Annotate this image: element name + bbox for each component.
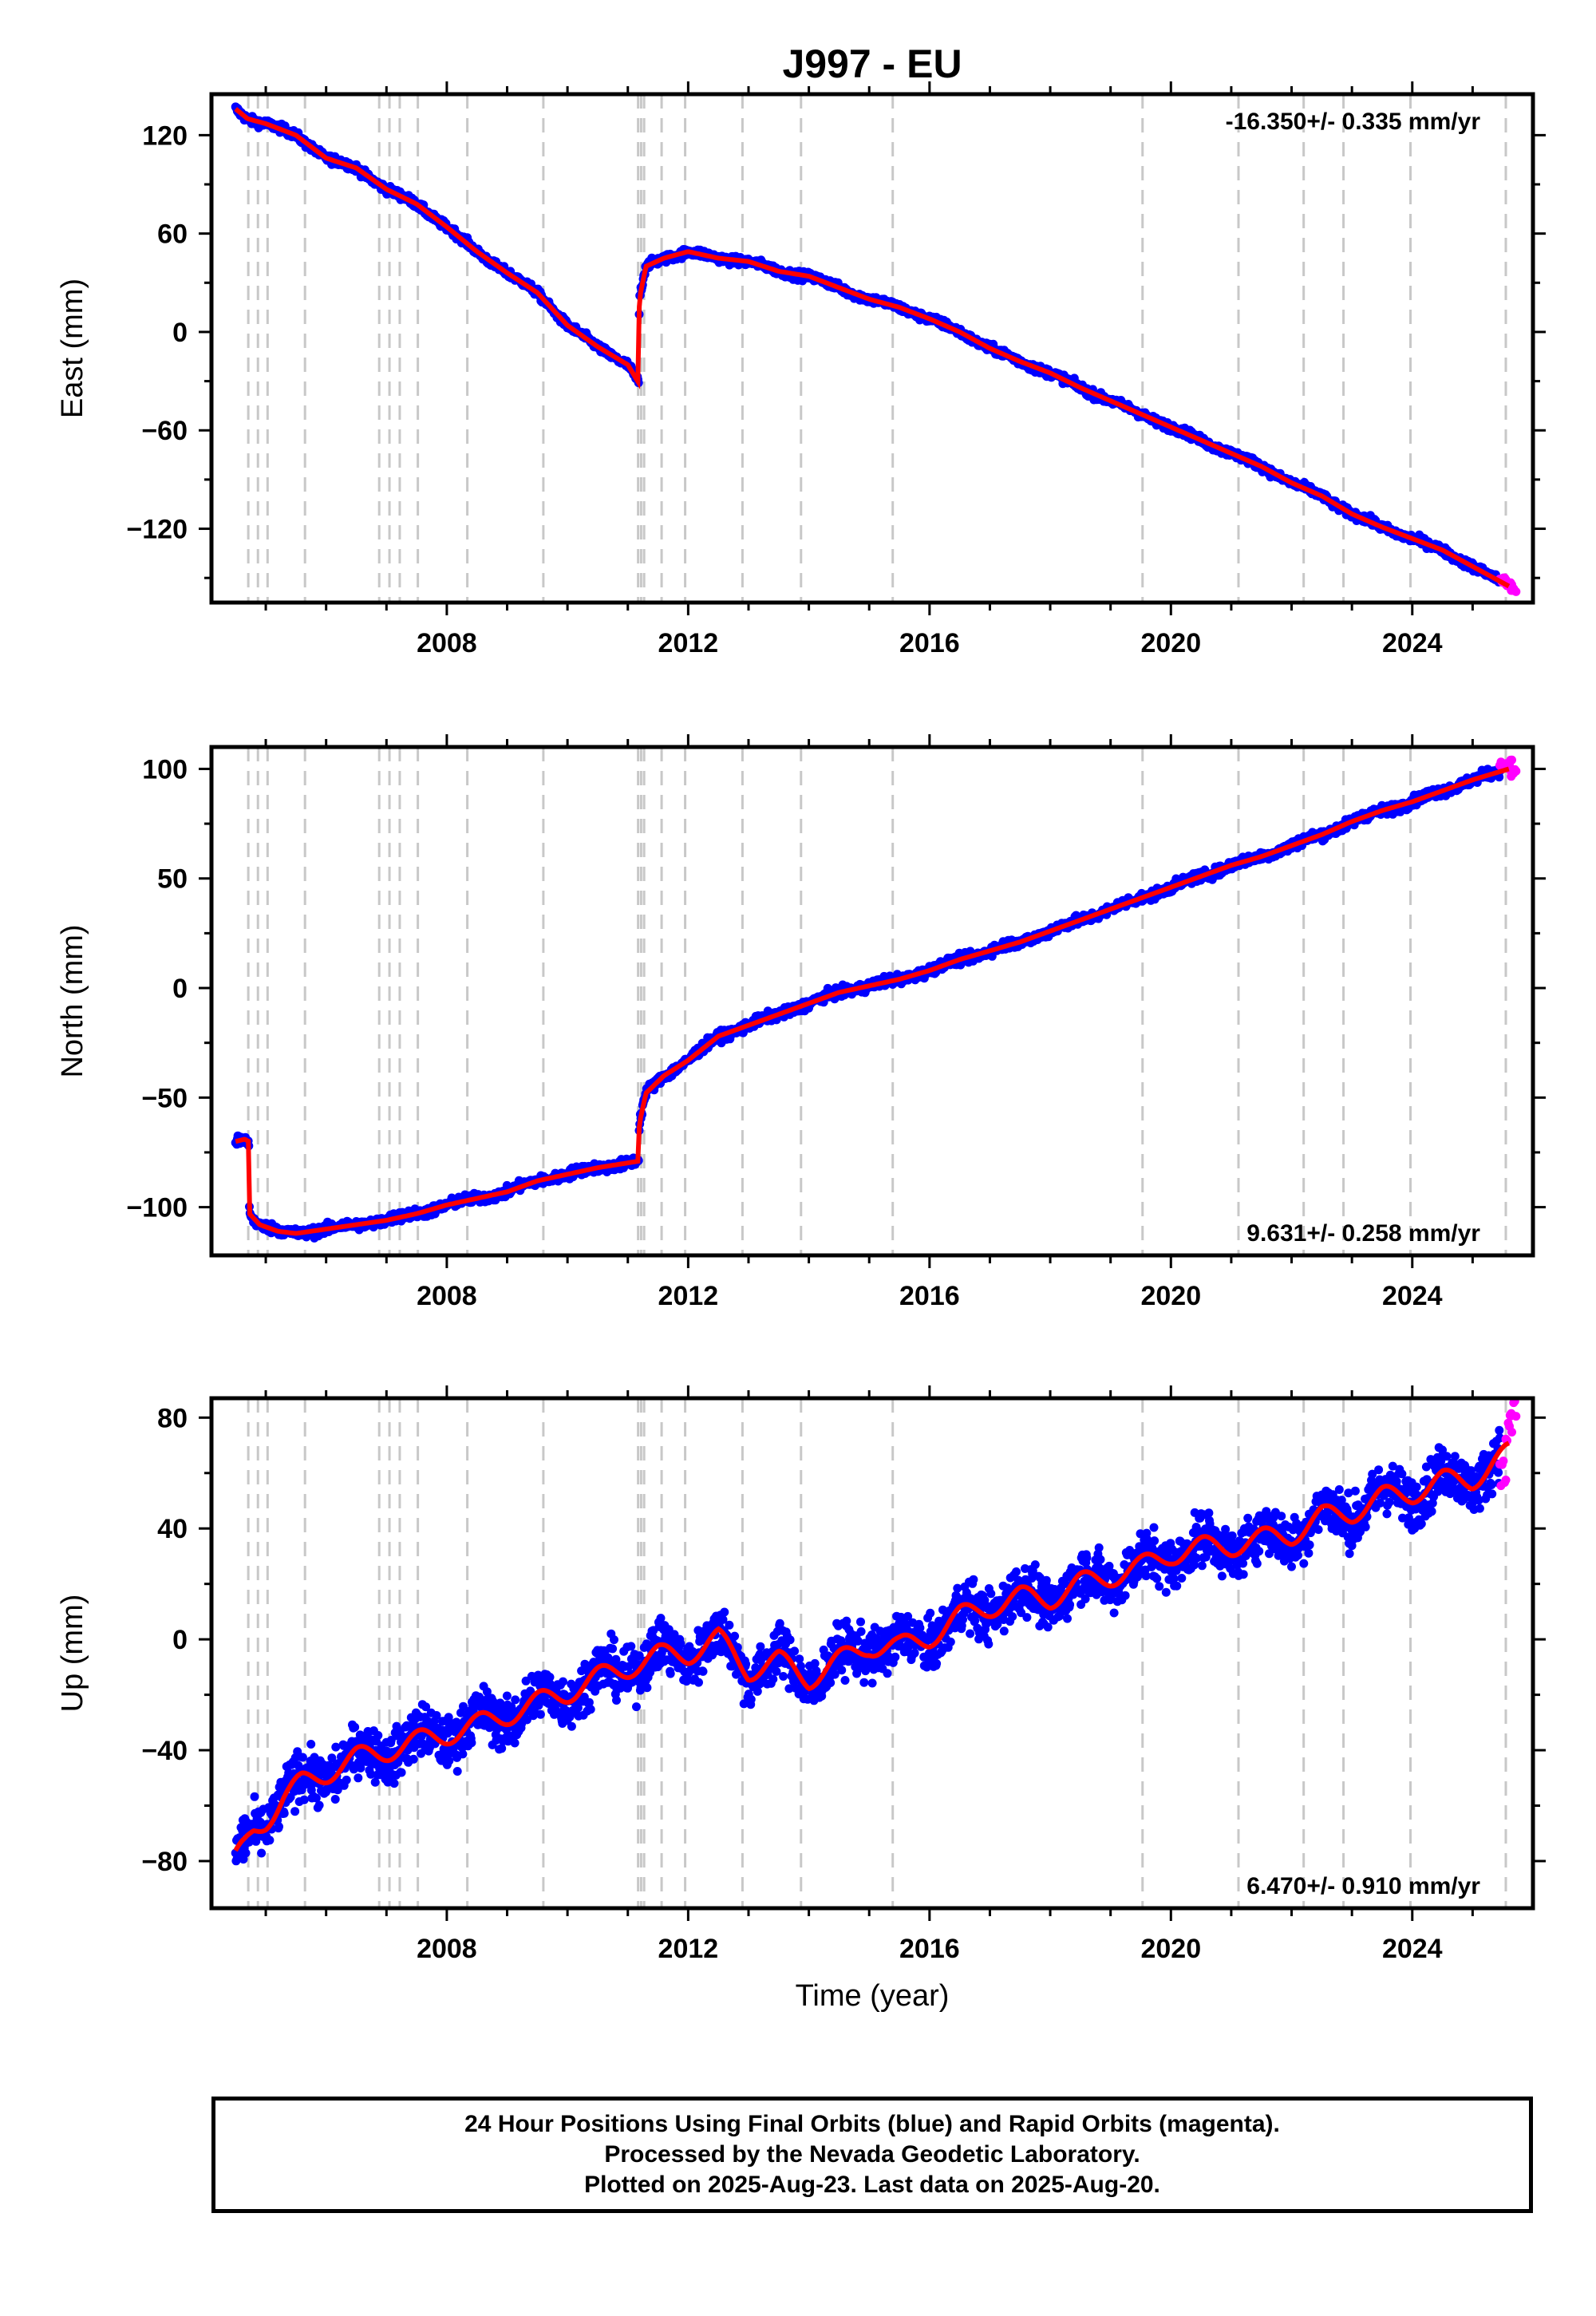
velocity-rate-label: 9.631+/- 0.258 mm/yr bbox=[1246, 1220, 1480, 1247]
velocity-rate-label: -16.350+/- 0.335 mm/yr bbox=[1226, 109, 1481, 135]
data-point bbox=[314, 1800, 324, 1810]
data-point bbox=[265, 1836, 275, 1845]
y-tick-label: 0 bbox=[172, 974, 188, 1004]
y-tick-label: −100 bbox=[126, 1193, 188, 1223]
data-point bbox=[342, 1775, 351, 1784]
y-axis-label: North (mm) bbox=[56, 924, 89, 1077]
data-point bbox=[354, 1773, 363, 1783]
panel-north: 2008 2012 2016 2020 2024 100 50 0 −50 −100 North (… bbox=[56, 734, 1546, 1311]
data-point bbox=[373, 1731, 383, 1740]
x-tick-label: 2024 bbox=[1382, 1281, 1443, 1311]
data-point bbox=[330, 1795, 340, 1804]
y-tick-label: −50 bbox=[141, 1083, 188, 1113]
chart-title: J997 - EU bbox=[782, 41, 962, 86]
rapid-point bbox=[1511, 766, 1521, 776]
y-tick-label: 50 bbox=[157, 864, 188, 895]
panel-frame bbox=[209, 92, 1535, 605]
model-line-east bbox=[234, 107, 1511, 589]
data-point bbox=[389, 1779, 399, 1788]
data-point bbox=[250, 1792, 259, 1801]
y-tick-label: −120 bbox=[126, 515, 188, 545]
y-tick-label: 120 bbox=[142, 121, 188, 151]
rapid-point bbox=[1507, 755, 1516, 765]
data-point bbox=[306, 1740, 316, 1749]
data-point bbox=[290, 1807, 300, 1816]
data-point bbox=[298, 1753, 307, 1762]
x-tick-label: 2024 bbox=[1382, 628, 1443, 658]
data-point bbox=[279, 1808, 289, 1818]
data-point bbox=[257, 1848, 267, 1858]
y-axis-label: East (mm) bbox=[56, 279, 89, 418]
y-tick-label: −60 bbox=[141, 416, 188, 446]
data-point bbox=[241, 1848, 251, 1858]
x-tick-label: 2012 bbox=[658, 1281, 719, 1311]
x-tick-label: 2020 bbox=[1140, 628, 1201, 658]
data-point bbox=[275, 1822, 283, 1832]
data-points-east bbox=[231, 102, 1504, 587]
x-tick-label: 2016 bbox=[899, 628, 960, 658]
x-tick-label: 2016 bbox=[899, 1281, 960, 1311]
y-tick-label: 0 bbox=[172, 318, 188, 348]
data-point bbox=[350, 1722, 360, 1732]
x-tick-label: 2020 bbox=[1140, 1281, 1201, 1311]
model-line-north bbox=[235, 766, 1510, 1236]
y-tick-label: 60 bbox=[157, 219, 188, 250]
data-points-up bbox=[231, 1425, 1504, 1866]
panel-east: 2008 2012 2016 2020 2024 120 60 0 −60 −120 East (m… bbox=[56, 81, 1546, 658]
x-tick-label: 2008 bbox=[417, 628, 477, 658]
y-tick-label: 100 bbox=[142, 754, 188, 785]
rapid-point bbox=[1511, 587, 1521, 596]
x-tick-label: 2012 bbox=[658, 628, 719, 658]
x-tick-label: 2008 bbox=[417, 1281, 477, 1311]
data-point bbox=[299, 1795, 309, 1804]
